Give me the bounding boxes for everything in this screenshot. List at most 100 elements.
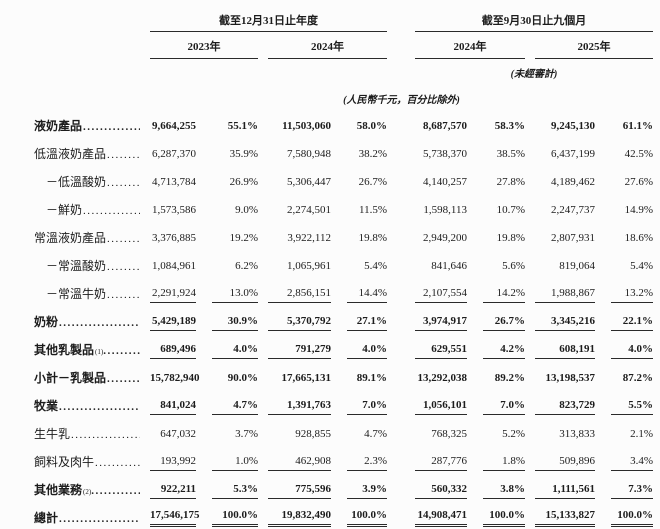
value-cell: 13,198,537 xyxy=(545,372,596,384)
row-label-cell: 奶粉 xyxy=(0,303,140,331)
column-gap xyxy=(387,135,405,163)
percent-cell: 7.3% xyxy=(595,471,653,499)
column-gap xyxy=(387,59,405,81)
year-label: 2023年 xyxy=(150,40,258,59)
percent-cell: 87.2% xyxy=(622,372,653,384)
percent-cell: 27.6% xyxy=(624,176,653,188)
dot-leader xyxy=(83,201,140,219)
value-cell: 1,065,961 xyxy=(287,260,331,272)
dot-leader xyxy=(107,173,140,191)
row-label-cell: 飼料及肉牛 xyxy=(0,443,140,471)
percent-cell: 26.7% xyxy=(358,176,387,188)
row-label: 牧業 xyxy=(34,399,59,413)
row-label: 奶粉 xyxy=(34,315,59,329)
column-gap xyxy=(387,331,405,359)
value-cell: 15,782,940 xyxy=(150,372,200,384)
value-cell: 1,056,101 xyxy=(405,387,467,415)
dot-leader xyxy=(107,229,140,247)
percent-cell: 5.5% xyxy=(595,387,653,415)
value-cell: 14,908,471 xyxy=(405,499,467,527)
percent-cell: 18.6% xyxy=(624,232,653,244)
table-row: 生牛乳 647,032 3.7% 928,855 4.7% 768,325 5.… xyxy=(0,415,653,443)
year-column-2024-9m: 2024年 xyxy=(405,32,525,59)
table-row: －鮮奶 1,573,586 9.0% 2,274,501 11.5% 1,598… xyxy=(0,191,653,219)
value-cell: 1,084,961 xyxy=(152,260,196,272)
value-cell: 1,598,113 xyxy=(423,204,467,216)
percent-cell: 13.0% xyxy=(196,275,258,303)
value-cell: 193,992 xyxy=(140,443,196,471)
table-row: －常溫酸奶 1,084,961 6.2% 1,065,961 5.4% 841,… xyxy=(0,247,653,275)
value-cell: 19,832,490 xyxy=(258,499,331,527)
value-cell: 15,133,827 xyxy=(525,499,595,527)
unaudited-note-row: (未經審計) xyxy=(0,59,653,81)
column-gap xyxy=(387,303,405,331)
value-cell: 823,729 xyxy=(525,387,595,415)
value-cell: 2,807,931 xyxy=(551,232,595,244)
value-cell: 2,291,924 xyxy=(140,275,196,303)
value-cell: 2,274,501 xyxy=(287,204,331,216)
value-cell: 9,664,255 xyxy=(152,120,196,132)
percent-cell: 14.4% xyxy=(331,275,387,303)
unaudited-note-text: (未經審計) xyxy=(510,69,558,80)
row-label-cell: －低溫酸奶 xyxy=(0,163,140,191)
percent-cell: 5.4% xyxy=(630,260,653,272)
value-cell: 1,111,561 xyxy=(525,471,595,499)
value-cell: 4,140,257 xyxy=(423,176,467,188)
period-group-nine-months: 截至9月30日止九個月 xyxy=(405,6,653,32)
year-column-2024: 2024年 xyxy=(258,32,387,59)
value-cell: 5,370,792 xyxy=(258,303,331,331)
row-label: －常溫酸奶 xyxy=(46,259,107,273)
row-label-cell: 其他乳製品 (1) xyxy=(0,331,140,359)
column-gap xyxy=(387,415,405,443)
percent-cell: 4.2% xyxy=(467,331,525,359)
percent-cell: 14.2% xyxy=(467,275,525,303)
column-gap xyxy=(387,191,405,219)
percent-cell: 89.2% xyxy=(494,372,525,384)
percent-cell: 5.6% xyxy=(502,260,525,272)
unit-note-text: (人民幣千元，百分比除外) xyxy=(343,95,460,106)
year-label: 2024年 xyxy=(268,40,387,59)
percent-cell: 100.0% xyxy=(467,499,525,527)
row-label: 生牛乳 xyxy=(34,427,71,441)
column-gap xyxy=(387,107,405,135)
percent-cell: 9.0% xyxy=(235,204,258,216)
dot-leader xyxy=(91,481,140,499)
value-cell: 4,189,462 xyxy=(551,176,595,188)
value-cell: 7,580,948 xyxy=(287,148,331,160)
row-label-cell: 牧業 xyxy=(0,387,140,415)
value-cell: 2,856,151 xyxy=(258,275,331,303)
row-label: 常溫液奶產品 xyxy=(34,231,107,245)
value-cell: 2,247,737 xyxy=(551,204,595,216)
dot-leader xyxy=(107,145,140,163)
percent-cell: 38.2% xyxy=(358,148,387,160)
percent-cell: 4.7% xyxy=(364,428,387,440)
year-header-row: 2023年 2024年 2024年 2025年 xyxy=(0,32,653,59)
value-cell: 2,107,554 xyxy=(405,275,467,303)
table-row: 飼料及肉牛 193,992 1.0% 462,908 2.3% 287,776 … xyxy=(0,443,653,471)
column-gap xyxy=(387,6,405,32)
percent-cell: 6.2% xyxy=(235,260,258,272)
percent-cell: 2.1% xyxy=(630,428,653,440)
unit-note: (人民幣千元，百分比除外) xyxy=(140,81,653,107)
dot-leader xyxy=(107,285,140,303)
percent-cell: 4.0% xyxy=(196,331,258,359)
value-cell: 17,665,131 xyxy=(281,372,332,384)
percent-cell: 19.8% xyxy=(358,232,387,244)
percent-cell: 5.4% xyxy=(364,260,387,272)
header-spacer xyxy=(0,59,140,81)
percent-cell: 100.0% xyxy=(331,499,387,527)
period-group-label: 截至9月30日止九個月 xyxy=(415,14,653,32)
value-cell: 928,855 xyxy=(295,428,331,440)
percent-cell: 1.8% xyxy=(467,443,525,471)
row-label: －鮮奶 xyxy=(46,203,83,217)
percent-cell: 5.3% xyxy=(196,471,258,499)
value-cell: 509,896 xyxy=(525,443,595,471)
value-cell: 1,988,867 xyxy=(525,275,595,303)
percent-cell: 30.9% xyxy=(196,303,258,331)
dot-leader xyxy=(71,425,140,443)
percent-cell: 3.9% xyxy=(331,471,387,499)
column-gap xyxy=(387,443,405,471)
value-cell: 5,429,189 xyxy=(140,303,196,331)
percent-cell: 4.0% xyxy=(595,331,653,359)
value-cell: 313,833 xyxy=(559,428,595,440)
